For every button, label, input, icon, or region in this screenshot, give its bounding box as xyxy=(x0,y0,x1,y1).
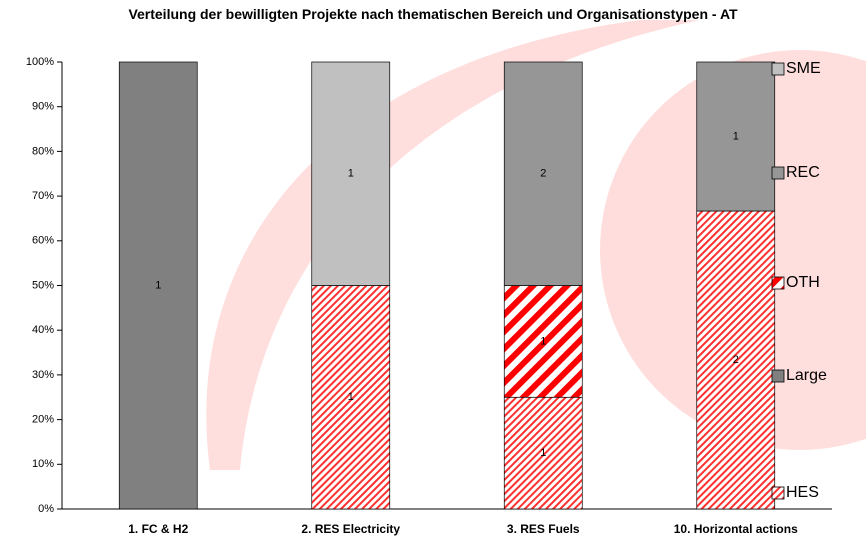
legend-swatch xyxy=(771,486,785,500)
legend-swatch xyxy=(771,276,785,290)
y-tick-label: 80% xyxy=(32,145,54,157)
data-label: 1 xyxy=(733,130,739,142)
data-label: 2 xyxy=(540,168,546,180)
x-tick-label: 10. Horizontal actions xyxy=(674,522,798,536)
legend-label: HES xyxy=(786,484,819,501)
legend-swatch xyxy=(771,369,785,383)
bar-segment xyxy=(118,61,198,510)
legend-label: SME xyxy=(786,60,821,77)
x-tick-label: 3. RES Fuels xyxy=(507,522,580,536)
data-label: 1 xyxy=(155,279,161,291)
y-tick-label: 40% xyxy=(32,324,54,336)
y-tick-label: 60% xyxy=(32,235,54,247)
legend-swatch xyxy=(771,62,785,76)
y-tick-label: 50% xyxy=(32,279,54,291)
data-label: 1 xyxy=(540,335,546,347)
y-tick-label: 30% xyxy=(32,369,54,381)
y-tick-label: 90% xyxy=(32,101,54,113)
bar-segment xyxy=(503,285,583,398)
bar-segment xyxy=(696,210,776,510)
y-tick-label: 100% xyxy=(26,56,54,68)
bar-segment xyxy=(696,61,776,212)
data-label: 1 xyxy=(348,391,354,403)
chart-title: Verteilung der bewilligten Projekte nach… xyxy=(128,6,738,22)
y-tick-label: 20% xyxy=(32,414,54,426)
legend-label: REC xyxy=(786,164,820,181)
legend-swatch xyxy=(771,166,785,180)
bar-segment xyxy=(311,61,391,286)
y-tick-label: 0% xyxy=(38,503,54,515)
data-label: 2 xyxy=(733,354,739,366)
data-label: 1 xyxy=(348,168,354,180)
y-tick-label: 10% xyxy=(32,458,54,470)
bar-segment xyxy=(503,396,583,510)
bar-segment xyxy=(311,285,391,510)
x-tick-label: 2. RES Electricity xyxy=(301,522,400,536)
bar-segment xyxy=(503,61,583,286)
y-tick-label: 70% xyxy=(32,190,54,202)
legend-label: OTH xyxy=(786,274,820,291)
data-label: 1 xyxy=(540,447,546,459)
legend-label: Large xyxy=(786,367,827,384)
x-tick-label: 1. FC & H2 xyxy=(128,522,188,536)
